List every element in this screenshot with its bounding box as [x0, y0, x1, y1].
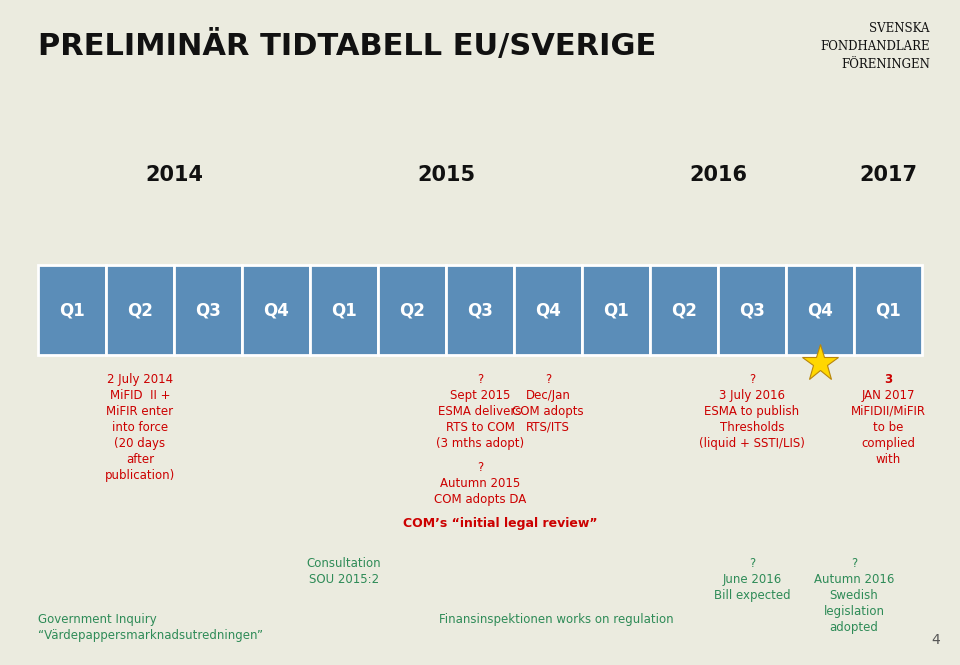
Text: Q2: Q2 — [127, 301, 153, 319]
Text: (3 mths adopt): (3 mths adopt) — [436, 437, 524, 450]
Text: COM adopts: COM adopts — [513, 405, 584, 418]
Text: Sept 2015: Sept 2015 — [450, 389, 510, 402]
Text: JAN 2017: JAN 2017 — [861, 389, 915, 402]
Text: complied: complied — [861, 437, 915, 450]
Text: 2 July 2014: 2 July 2014 — [107, 373, 173, 386]
Text: Q4: Q4 — [535, 301, 561, 319]
Bar — [650, 265, 718, 355]
Text: ?: ? — [545, 373, 551, 386]
Text: June 2016: June 2016 — [722, 573, 781, 586]
Text: RTS/ITS: RTS/ITS — [526, 421, 570, 434]
Text: Thresholds: Thresholds — [720, 421, 784, 434]
Text: Q3: Q3 — [468, 301, 492, 319]
Text: (liquid + SSTI/LIS): (liquid + SSTI/LIS) — [699, 437, 804, 450]
Bar — [38, 265, 106, 355]
Text: PRELIMINÄR TIDTABELL EU/SVERIGE: PRELIMINÄR TIDTABELL EU/SVERIGE — [38, 30, 657, 61]
Text: Q3: Q3 — [195, 301, 221, 319]
Text: “Värdepappersmarknadsutredningen”: “Värdepappersmarknadsutredningen” — [38, 629, 263, 642]
Text: 4: 4 — [931, 633, 940, 647]
Text: Q1: Q1 — [603, 301, 629, 319]
Bar — [310, 265, 378, 355]
Text: MiFIDII/MiFIR: MiFIDII/MiFIR — [851, 405, 925, 418]
Text: Consultation: Consultation — [306, 557, 381, 570]
Text: ?: ? — [477, 373, 483, 386]
Text: ESMA delivers: ESMA delivers — [439, 405, 521, 418]
Text: Autumn 2015: Autumn 2015 — [440, 477, 520, 490]
Text: publication): publication) — [105, 469, 175, 482]
Text: SVENSKA: SVENSKA — [870, 22, 930, 35]
Text: into force: into force — [112, 421, 168, 434]
Text: ?: ? — [851, 557, 857, 570]
Text: after: after — [126, 453, 154, 466]
Text: 2017: 2017 — [859, 165, 917, 185]
Bar — [378, 265, 446, 355]
Text: to be: to be — [873, 421, 903, 434]
Text: Q3: Q3 — [739, 301, 765, 319]
Text: 3 July 2016: 3 July 2016 — [719, 389, 785, 402]
Bar — [38, 265, 922, 355]
Text: Q4: Q4 — [263, 301, 289, 319]
Text: Autumn 2016: Autumn 2016 — [814, 573, 894, 586]
Text: ESMA to publish: ESMA to publish — [705, 405, 800, 418]
Bar — [242, 265, 310, 355]
Text: (20 days: (20 days — [114, 437, 165, 450]
Bar — [106, 265, 174, 355]
Text: Q1: Q1 — [876, 301, 900, 319]
Text: Dec/Jan: Dec/Jan — [525, 389, 570, 402]
Text: Finansinspektionen works on regulation: Finansinspektionen works on regulation — [440, 613, 674, 626]
Text: adopted: adopted — [829, 621, 878, 634]
Bar — [854, 265, 922, 355]
Text: Q4: Q4 — [807, 301, 833, 319]
Text: Swedish: Swedish — [829, 589, 878, 602]
Text: Q2: Q2 — [399, 301, 425, 319]
Text: MiFIR enter: MiFIR enter — [107, 405, 174, 418]
Text: Q1: Q1 — [60, 301, 84, 319]
Text: RTS to COM: RTS to COM — [445, 421, 515, 434]
Text: ?: ? — [477, 461, 483, 474]
Bar — [446, 265, 514, 355]
Text: ?: ? — [749, 373, 756, 386]
Text: MiFID  II +: MiFID II + — [109, 389, 170, 402]
Bar — [514, 265, 582, 355]
Text: with: with — [876, 453, 900, 466]
Bar — [786, 265, 854, 355]
Text: 2014: 2014 — [145, 165, 203, 185]
Text: SOU 2015:2: SOU 2015:2 — [309, 573, 379, 586]
Text: Q2: Q2 — [671, 301, 697, 319]
Bar — [582, 265, 650, 355]
Text: Bill expected: Bill expected — [713, 589, 790, 602]
Text: COM adopts DA: COM adopts DA — [434, 493, 526, 506]
Text: 2015: 2015 — [417, 165, 475, 185]
Bar — [718, 265, 786, 355]
Text: 2016: 2016 — [689, 165, 747, 185]
Text: COM’s “initial legal review”: COM’s “initial legal review” — [403, 517, 598, 530]
Bar — [174, 265, 242, 355]
Text: FÖRENINGEN: FÖRENINGEN — [841, 58, 930, 71]
Text: FONDHANDLARE: FONDHANDLARE — [821, 40, 930, 53]
Text: 3: 3 — [884, 373, 892, 386]
Text: Q1: Q1 — [331, 301, 357, 319]
Text: legislation: legislation — [824, 605, 884, 618]
Text: ?: ? — [749, 557, 756, 570]
Text: Government Inquiry: Government Inquiry — [38, 613, 156, 626]
